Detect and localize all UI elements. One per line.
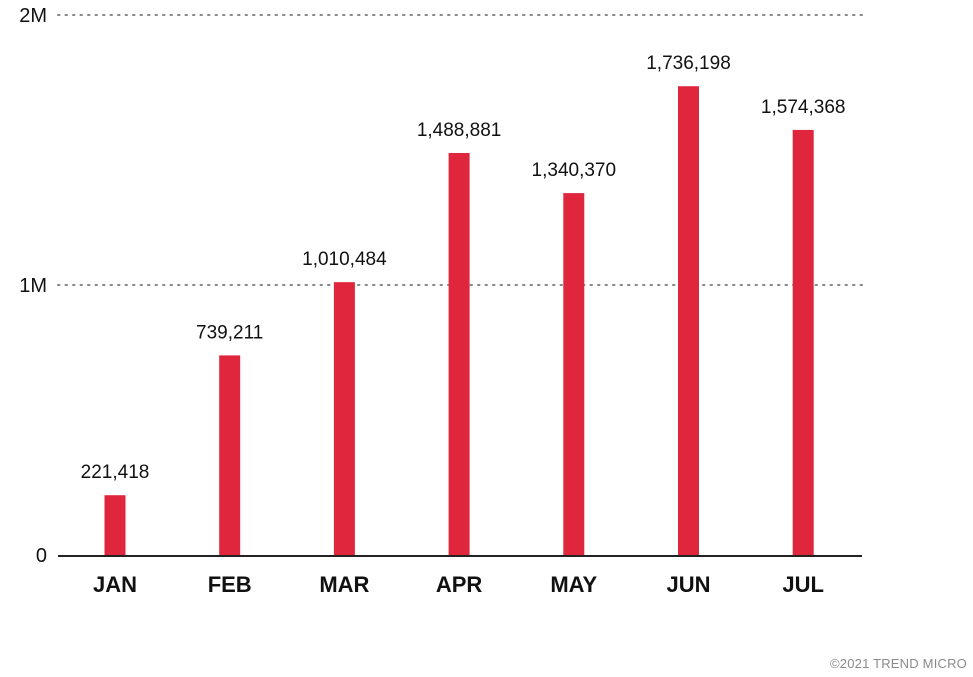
x-tick-label: MAY <box>550 572 597 597</box>
bar-may <box>563 193 585 555</box>
bar-value-labels: 221,418 739,211 1,010,484 1,488,881 1,340,37… <box>81 53 846 483</box>
bar-value-label: 1,340,370 <box>532 160 617 181</box>
x-tick-label: MAR <box>319 572 369 597</box>
bar-value-label: 1,010,484 <box>302 249 387 270</box>
bar-value-label: 739,211 <box>196 322 263 343</box>
bar-jun <box>678 86 699 556</box>
bar-value-label: 1,574,368 <box>761 97 846 118</box>
gridlines <box>57 14 863 286</box>
x-tick-label: JAN <box>93 572 137 597</box>
x-tick-label: APR <box>436 572 483 597</box>
y-axis-tick-labels: 0 1M 2M <box>19 5 47 567</box>
bar-feb <box>219 355 241 555</box>
x-tick-label: FEB <box>208 572 252 597</box>
x-axis-tick-labels: JAN FEB MAR APR MAY JUN JUL <box>93 572 824 597</box>
y-tick-label: 1M <box>19 275 47 297</box>
bar-value-label: 221,418 <box>81 462 150 483</box>
x-tick-label: JUL <box>782 572 824 597</box>
bars <box>104 86 814 556</box>
copyright-credit: ©2021 TREND MICRO <box>830 656 967 671</box>
bar-jul <box>792 129 814 555</box>
bar-jan <box>104 495 126 555</box>
x-tick-label: JUN <box>666 572 710 597</box>
y-tick-label: 0 <box>36 545 47 567</box>
bar-apr <box>448 153 470 555</box>
bar-value-label: 1,736,198 <box>646 53 731 74</box>
bar-mar <box>333 282 355 555</box>
y-tick-label: 2M <box>19 5 47 27</box>
bar-value-label: 1,488,881 <box>417 120 502 141</box>
